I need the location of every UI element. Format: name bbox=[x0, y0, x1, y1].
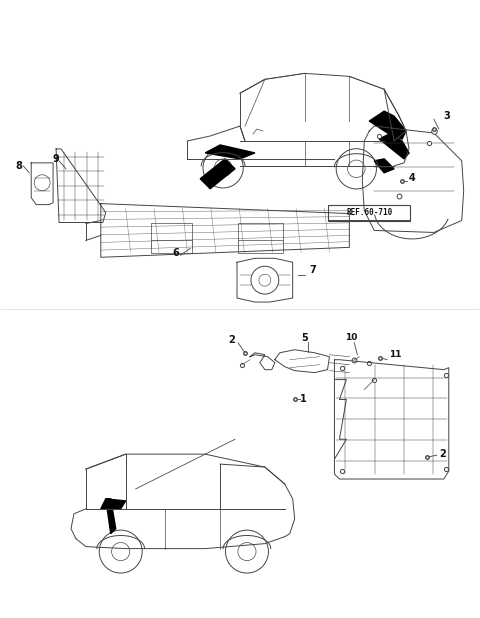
Polygon shape bbox=[374, 159, 394, 173]
Polygon shape bbox=[101, 499, 126, 509]
Polygon shape bbox=[205, 145, 255, 159]
Text: 1: 1 bbox=[300, 394, 306, 404]
Text: 6: 6 bbox=[172, 248, 179, 258]
Text: 11: 11 bbox=[389, 350, 402, 359]
Polygon shape bbox=[369, 111, 406, 139]
Text: REF.60-710: REF.60-710 bbox=[346, 208, 392, 217]
Text: 8: 8 bbox=[16, 161, 23, 171]
Text: 2: 2 bbox=[228, 335, 235, 345]
Text: 5: 5 bbox=[301, 333, 308, 343]
Text: 2: 2 bbox=[439, 449, 445, 459]
Polygon shape bbox=[379, 134, 409, 159]
Bar bbox=[238, 240, 283, 253]
Text: 7: 7 bbox=[310, 265, 316, 275]
Bar bbox=[151, 224, 192, 248]
Bar bbox=[238, 224, 283, 248]
Text: 10: 10 bbox=[345, 333, 358, 342]
Bar bbox=[151, 240, 192, 253]
Polygon shape bbox=[200, 159, 235, 188]
Text: 9: 9 bbox=[53, 154, 60, 164]
Text: 4: 4 bbox=[409, 173, 416, 183]
FancyBboxPatch shape bbox=[328, 205, 410, 221]
Polygon shape bbox=[106, 499, 116, 534]
Text: 3: 3 bbox=[444, 111, 451, 121]
